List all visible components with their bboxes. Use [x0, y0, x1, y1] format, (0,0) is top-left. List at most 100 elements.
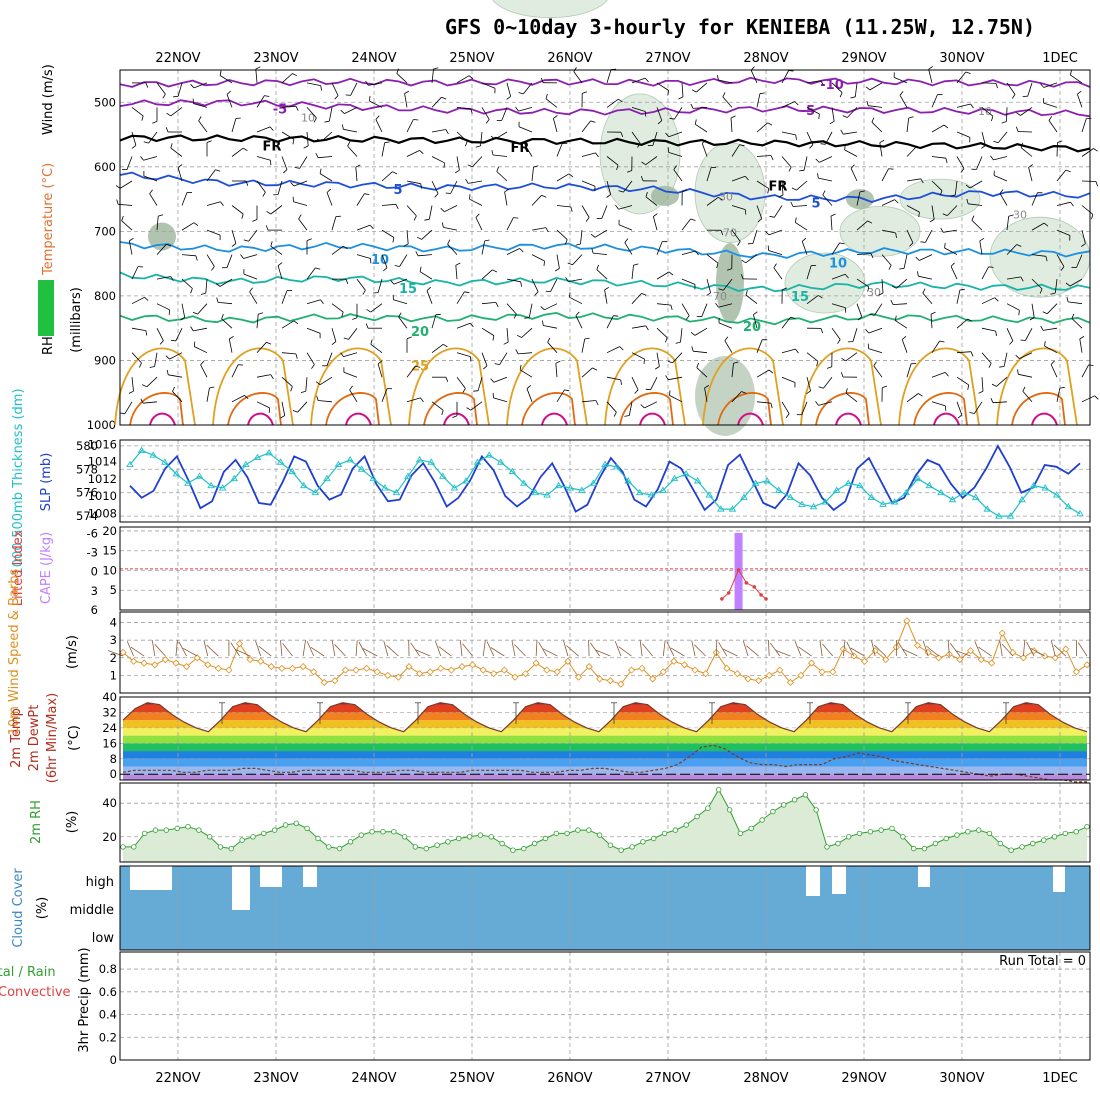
wind-barb — [819, 156, 833, 163]
wind-barb-flag — [220, 201, 224, 206]
wind-barb-flag — [930, 311, 936, 315]
wind-barb — [645, 156, 658, 166]
isotherm-35 — [541, 412, 568, 426]
wind-barb — [756, 155, 772, 157]
thickness-point — [937, 488, 945, 496]
wind-barb — [331, 82, 339, 96]
thickness-point — [369, 474, 378, 482]
wind-barb-flag — [568, 173, 574, 178]
wind-barb-flag — [590, 120, 596, 123]
th-right-tick: 1008 — [88, 506, 117, 520]
wind-barb-flag — [519, 364, 522, 370]
wind-barb — [406, 205, 417, 217]
thickness-point — [508, 467, 517, 475]
wind-barb-flag — [144, 297, 149, 301]
wind-barb-flag — [816, 361, 819, 367]
wind-barb — [481, 269, 493, 280]
wind-barb-flag — [920, 178, 924, 184]
wind-barb-flag — [300, 390, 306, 393]
wind-barb-flag — [569, 292, 571, 298]
wind-barb — [306, 299, 321, 305]
wind-barb-flag — [867, 220, 873, 224]
thickness-point — [288, 467, 296, 475]
wind-barb — [604, 289, 608, 304]
surface-wind-barb — [978, 646, 992, 657]
wind-barb-flag — [817, 173, 819, 179]
rh-point — [521, 845, 527, 852]
rh-blob — [784, 252, 866, 314]
rh-contour-label: 30 — [719, 190, 733, 203]
wind-speed-point — [988, 659, 996, 667]
wind-barb — [756, 122, 768, 133]
thickness-point — [612, 463, 621, 470]
wind-barb — [806, 80, 821, 84]
isotherm-10 — [119, 241, 1091, 259]
wind-barb — [706, 254, 719, 264]
cloud-ylabel-unit: (%) — [35, 897, 50, 920]
wind-barb-flag — [177, 164, 183, 168]
wind-barb — [695, 123, 708, 133]
wind-barb — [256, 95, 265, 108]
wind-barb-flag — [957, 414, 963, 419]
rh-point — [1040, 837, 1047, 843]
wind-barb-flag — [426, 286, 431, 291]
isotherm-FR — [119, 134, 1091, 153]
wind-barb — [931, 156, 946, 159]
wind-barb — [443, 227, 458, 231]
wind-barb — [868, 327, 883, 334]
wind-barb — [331, 328, 337, 342]
rh-point — [911, 845, 917, 852]
wind-barb-flag — [928, 66, 933, 70]
wind-barb — [650, 377, 658, 390]
thickness-point — [323, 474, 331, 482]
wind-barb-flag — [485, 119, 490, 124]
surface-wind-barb — [183, 647, 198, 657]
wind-barb — [873, 365, 883, 378]
wind-barb-flag — [394, 265, 400, 267]
rh-point — [705, 805, 711, 811]
wind-barb — [470, 401, 483, 411]
wind-barb — [781, 180, 784, 196]
wind-barb — [606, 376, 621, 381]
wind-barb — [556, 173, 570, 182]
thickness-point — [647, 491, 656, 498]
wind-barb-flag — [971, 215, 975, 221]
wind-barb — [219, 278, 233, 287]
wind-barb-flag — [769, 215, 775, 218]
thickness-point — [485, 451, 493, 458]
wind-barb-flag — [1016, 126, 1019, 132]
rh-point — [596, 832, 603, 838]
wind-barb — [493, 397, 508, 403]
wind-barb-flag — [696, 362, 699, 368]
wind-barb-flag — [799, 169, 805, 172]
wind-barb-flag — [473, 390, 479, 392]
wind-barb — [981, 297, 995, 305]
wind-barb — [428, 205, 433, 220]
wind-barb — [193, 103, 208, 108]
wind-barb-flag — [990, 155, 994, 161]
wind-speed-point — [638, 664, 646, 672]
thickness-point — [415, 456, 424, 463]
wind-barb — [326, 192, 333, 206]
temperature-band — [123, 702, 1087, 705]
thickness-point — [276, 458, 285, 465]
wind-barb — [831, 327, 841, 340]
wind-barb — [1017, 131, 1033, 133]
wind-barb-flag — [342, 124, 344, 130]
wind-barb-flag — [624, 238, 629, 243]
wind-barb — [931, 205, 935, 220]
wind-speed-point — [1009, 648, 1017, 657]
wind-barb — [350, 82, 358, 96]
thickness-point — [902, 488, 911, 496]
wind-barb — [681, 218, 691, 231]
wind-barb — [526, 388, 533, 402]
wind-barb-flag — [895, 232, 897, 238]
wind-barb-flag — [515, 349, 519, 355]
wind-barb — [631, 77, 646, 84]
surface-wind-barb — [383, 640, 389, 657]
wind-speed-point — [585, 663, 593, 671]
wind-barb — [868, 105, 883, 108]
surface-wind-barb — [614, 640, 622, 657]
wind-barb — [731, 229, 741, 242]
wind-barb — [673, 169, 683, 182]
